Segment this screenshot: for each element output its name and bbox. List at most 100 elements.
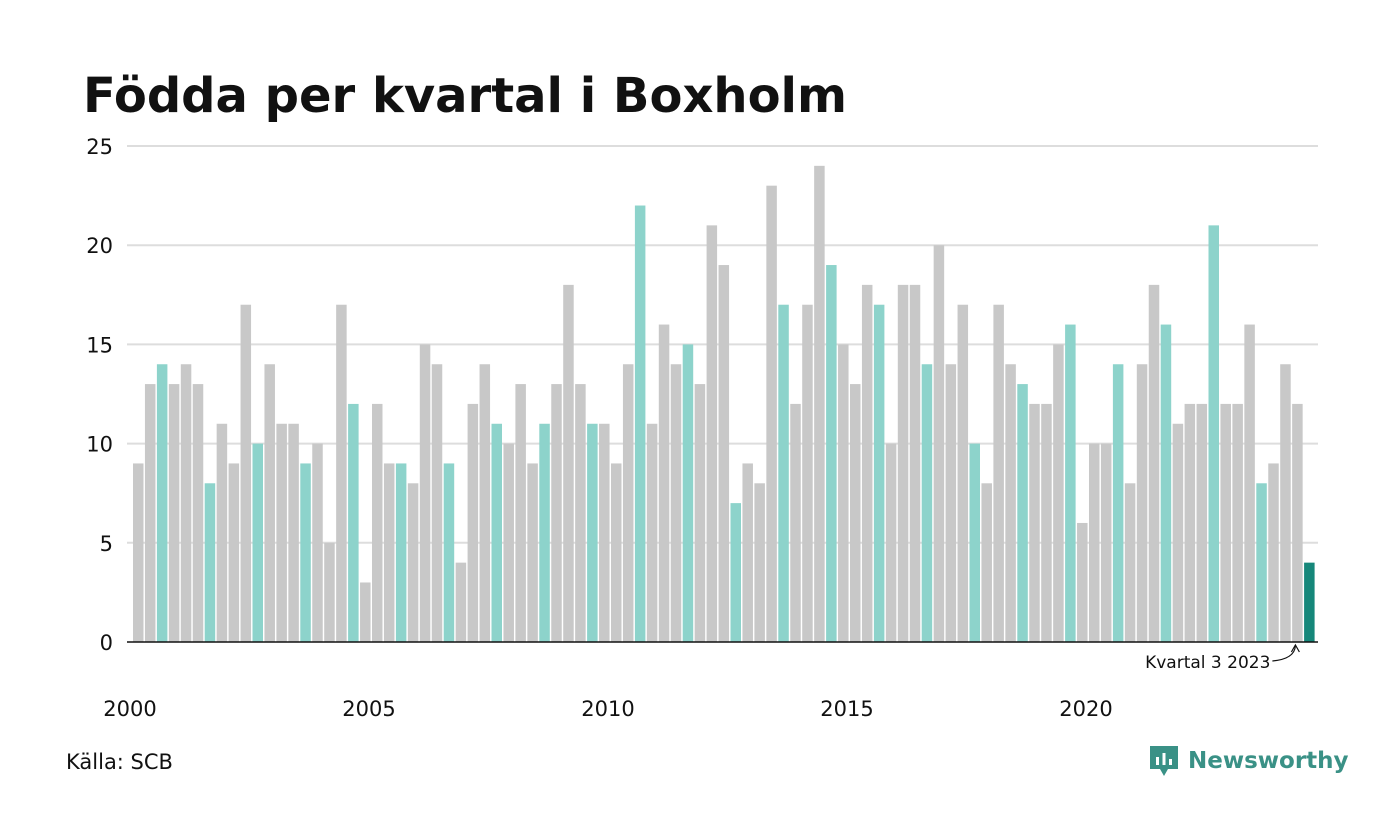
bar <box>682 344 694 642</box>
bar <box>443 463 455 642</box>
annotation-label: Kvartal 3 2023 <box>1145 653 1270 673</box>
bar <box>1268 463 1279 642</box>
bar <box>1184 403 1196 642</box>
bar <box>1005 364 1016 642</box>
bar <box>264 364 275 642</box>
brand-name: Newsworthy <box>1188 748 1349 774</box>
bar <box>431 364 443 642</box>
bar <box>360 582 371 642</box>
bar <box>1112 364 1124 642</box>
bar <box>850 384 861 642</box>
bar <box>957 304 969 642</box>
bar <box>861 284 873 642</box>
bar <box>1041 403 1052 642</box>
bar <box>969 443 980 642</box>
bar <box>993 304 1004 642</box>
annotation-arrowhead <box>1290 643 1300 653</box>
bar <box>1304 562 1315 642</box>
bar <box>826 265 837 642</box>
bar <box>467 403 479 642</box>
bar <box>838 344 849 642</box>
bar <box>766 185 777 642</box>
bar <box>216 423 228 642</box>
y-tick-label: 15 <box>86 333 113 357</box>
bar <box>933 245 945 642</box>
y-tick-label: 20 <box>86 234 113 258</box>
bar <box>312 443 323 642</box>
bar <box>192 384 204 642</box>
bar <box>754 483 765 642</box>
bar <box>587 423 598 642</box>
bar <box>1172 423 1184 642</box>
bars <box>133 165 1315 643</box>
y-tick-label: 5 <box>100 532 113 556</box>
bar <box>180 364 192 642</box>
bar <box>1053 344 1064 642</box>
bar <box>1065 324 1076 642</box>
bar <box>240 304 252 642</box>
bar <box>670 364 682 642</box>
bar <box>1220 403 1231 642</box>
bar <box>646 423 658 642</box>
bar <box>909 284 921 642</box>
bar <box>718 265 730 642</box>
bar <box>1148 284 1160 642</box>
bar <box>790 403 801 642</box>
bar <box>252 443 263 642</box>
chart-title: Födda per kvartal i Boxholm <box>83 68 848 124</box>
source-label: Källa: SCB <box>66 750 173 774</box>
bar <box>945 364 957 642</box>
bar <box>503 443 514 642</box>
bar <box>730 503 741 642</box>
bar <box>778 304 789 642</box>
bar <box>575 384 586 642</box>
bar <box>634 205 646 642</box>
bar <box>383 463 395 642</box>
bar <box>1089 443 1100 642</box>
bar <box>348 403 359 642</box>
bar <box>527 463 538 642</box>
bar <box>419 344 431 642</box>
x-tick-label: 2020 <box>1059 697 1112 721</box>
bar <box>885 443 897 642</box>
bar <box>515 384 526 642</box>
bar <box>611 463 622 642</box>
axes: 0 5 10 15 20 25 2000 2005 2010 2015 2020 <box>86 135 1318 721</box>
bar <box>1256 483 1267 642</box>
bar <box>288 423 299 642</box>
bar <box>921 364 933 642</box>
bar <box>1124 483 1136 642</box>
newsworthy-icon <box>1150 746 1178 776</box>
bar <box>1232 403 1243 642</box>
bar <box>622 364 634 642</box>
bar <box>1196 403 1208 642</box>
bar <box>873 304 885 642</box>
bar <box>1077 522 1088 642</box>
bar <box>599 423 610 642</box>
bar <box>551 384 562 642</box>
y-tick-label: 0 <box>100 631 113 655</box>
annotation: Kvartal 3 2023 <box>1145 643 1300 673</box>
x-tick-label: 2015 <box>820 697 873 721</box>
bar <box>395 463 407 642</box>
bar <box>814 165 825 642</box>
bar <box>694 384 706 642</box>
bar <box>133 463 144 642</box>
bar <box>539 423 550 642</box>
bar <box>706 225 718 643</box>
bar <box>1136 364 1148 642</box>
bar <box>1208 225 1219 643</box>
bar <box>802 304 813 642</box>
bar <box>276 423 287 642</box>
bar <box>336 304 347 642</box>
bar <box>563 284 574 642</box>
x-tick-label: 2010 <box>581 697 634 721</box>
bar <box>204 483 216 642</box>
bar <box>156 364 168 642</box>
bar <box>981 483 992 642</box>
bar <box>1292 403 1303 642</box>
bar <box>658 324 670 642</box>
x-tick-label: 2005 <box>342 697 395 721</box>
bar <box>144 384 156 642</box>
